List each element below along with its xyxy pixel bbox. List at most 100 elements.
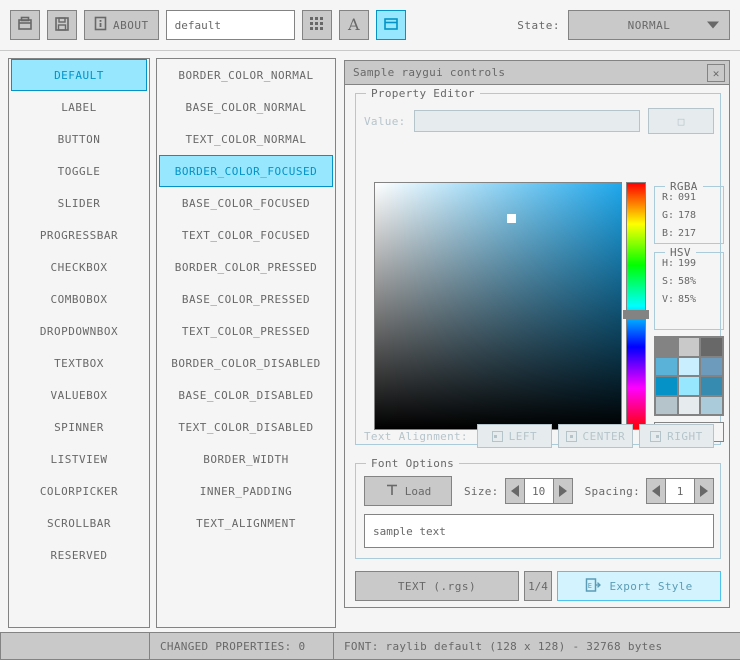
load-font-label: Load <box>404 484 432 498</box>
load-font-button[interactable]: Load <box>364 476 452 506</box>
export-format-dropdown[interactable]: TEXT (.rgs) <box>355 571 519 601</box>
rgba-key-g: G: <box>662 209 675 221</box>
control-item-label[interactable]: LABEL <box>11 91 147 123</box>
control-item-default[interactable]: DEFAULT <box>11 59 147 91</box>
color-swatch-6[interactable] <box>656 377 677 395</box>
font-size-increment-button[interactable] <box>552 478 573 504</box>
color-swatch-2[interactable] <box>701 338 722 356</box>
property-item-border-color-focused[interactable]: BORDER_COLOR_FOCUSED <box>159 155 333 187</box>
window-view-button[interactable] <box>375 10 406 40</box>
property-editor-group: Property Editor Value: □ RGBA R: 091 G: … <box>355 87 724 448</box>
export-icon: E <box>585 577 602 596</box>
property-item-text-color-normal[interactable]: TEXT_COLOR_NORMAL <box>159 123 333 155</box>
export-style-button[interactable]: E Export Style <box>557 571 721 601</box>
control-item-dropdownbox[interactable]: DROPDOWNBOX <box>11 315 147 347</box>
control-item-checkbox[interactable]: CHECKBOX <box>11 251 147 283</box>
color-swatch-grid[interactable] <box>654 336 724 416</box>
control-item-reserved[interactable]: RESERVED <box>11 539 147 571</box>
control-item-listview[interactable]: LISTVIEW <box>11 443 147 475</box>
font-spacing-value[interactable]: 1 <box>666 478 694 504</box>
control-item-colorpicker[interactable]: COLORPICKER <box>11 475 147 507</box>
font-spacing-decrement-button[interactable] <box>646 478 666 504</box>
text-alignment-row: Text Alignment: LEFT CENTER RIGHT <box>364 424 714 448</box>
property-item-text-alignment[interactable]: TEXT_ALIGNMENT <box>159 507 333 539</box>
value-input[interactable] <box>413 110 640 132</box>
color-swatch-11[interactable] <box>701 396 722 414</box>
property-item-base-color-focused[interactable]: BASE_COLOR_FOCUSED <box>159 187 333 219</box>
style-name-input[interactable]: default <box>165 10 295 40</box>
about-button[interactable]: ABOUT <box>84 10 159 40</box>
properties-listview[interactable]: BORDER_COLOR_NORMAL BASE_COLOR_NORMAL TEXT… <box>156 58 336 628</box>
property-item-border-color-disabled[interactable]: BORDER_COLOR_DISABLED <box>159 347 333 379</box>
hsv-group: HSV H: 199 S: 58% V: 85% <box>654 246 724 330</box>
align-right-button[interactable]: RIGHT <box>638 424 714 448</box>
value-apply-button[interactable]: □ <box>648 108 714 134</box>
color-swatch-9[interactable] <box>656 396 677 414</box>
font-spacing-spinner[interactable]: 1 <box>646 478 714 504</box>
list-item-label: TEXT_COLOR_DISABLED <box>178 420 314 434</box>
list-item-label: LISTVIEW <box>50 452 108 466</box>
color-swatch-3[interactable] <box>656 357 677 375</box>
rgba-row-g: G: 178 <box>655 207 723 223</box>
grid-view-button[interactable] <box>301 10 332 40</box>
grid-icon <box>309 16 324 34</box>
color-picker-cursor[interactable] <box>507 213 517 223</box>
color-swatch-7[interactable] <box>678 377 700 395</box>
rgba-value-r: 091 <box>678 191 697 203</box>
window-titlebar[interactable]: Sample raygui controls ✕ <box>345 61 729 85</box>
align-center-button[interactable]: CENTER <box>557 424 633 448</box>
sample-controls-window: Sample raygui controls ✕ Property Editor… <box>344 60 730 608</box>
align-left-button[interactable]: LEFT <box>476 424 552 448</box>
align-right-icon <box>650 430 662 442</box>
close-icon[interactable]: ✕ <box>707 64 725 82</box>
rgba-row-r: R: 091 <box>655 189 723 205</box>
property-item-border-color-normal[interactable]: BORDER_COLOR_NORMAL <box>159 59 333 91</box>
control-item-spinner[interactable]: SPINNER <box>11 411 147 443</box>
list-item-label: BORDER_COLOR_FOCUSED <box>174 164 318 178</box>
font-size-spinner[interactable]: 10 <box>504 478 573 504</box>
color-swatch-5[interactable] <box>701 357 722 375</box>
open-style-button[interactable] <box>10 10 40 40</box>
control-item-scrollbar[interactable]: SCROLLBAR <box>11 507 147 539</box>
property-item-inner-padding[interactable]: INNER_PADDING <box>159 475 333 507</box>
list-item-label: SCROLLBAR <box>46 516 112 530</box>
font-size-value[interactable]: 10 <box>524 478 553 504</box>
color-picker-hue-bar[interactable] <box>623 182 649 430</box>
property-item-text-color-disabled[interactable]: TEXT_COLOR_DISABLED <box>159 411 333 443</box>
color-swatch-8[interactable] <box>701 377 722 395</box>
controls-listview[interactable]: DEFAULT LABEL BUTTON TOGGLE SLIDER PROGRESSBA… <box>8 58 150 628</box>
state-dropdown[interactable]: NORMAL <box>568 10 730 40</box>
control-item-toggle[interactable]: TOGGLE <box>11 155 147 187</box>
control-item-combobox[interactable]: COMBOBOX <box>11 283 147 315</box>
color-swatch-4[interactable] <box>678 357 700 375</box>
color-picker-sv-area[interactable] <box>374 182 622 430</box>
control-item-slider[interactable]: SLIDER <box>11 187 147 219</box>
control-item-textbox[interactable]: TEXTBOX <box>11 347 147 379</box>
font-size-decrement-button[interactable] <box>504 478 525 504</box>
control-item-valuebox[interactable]: VALUEBOX <box>11 379 147 411</box>
sample-text-input[interactable]: sample text <box>364 514 714 548</box>
color-swatch-0[interactable] <box>656 338 677 356</box>
color-swatch-1[interactable] <box>678 338 700 356</box>
rgba-group: RGBA R: 091 G: 178 B: 217 <box>654 180 724 244</box>
property-item-border-width[interactable]: BORDER_WIDTH <box>159 443 333 475</box>
style-name-value: default <box>174 18 221 32</box>
triangle-left-icon <box>652 485 660 497</box>
color-swatch-10[interactable] <box>678 396 700 414</box>
save-style-button[interactable] <box>47 10 77 40</box>
property-item-base-color-disabled[interactable]: BASE_COLOR_DISABLED <box>159 379 333 411</box>
sample-text-value: sample text <box>373 524 446 538</box>
property-item-base-color-pressed[interactable]: BASE_COLOR_PRESSED <box>159 283 333 315</box>
font-view-button[interactable]: A <box>338 10 369 40</box>
hue-selector-handle[interactable] <box>623 310 649 320</box>
property-item-text-color-pressed[interactable]: TEXT_COLOR_PRESSED <box>159 315 333 347</box>
control-item-button[interactable]: BUTTON <box>11 123 147 155</box>
align-center-icon <box>565 430 577 442</box>
hsv-row-s: S: 58% <box>655 273 723 289</box>
property-item-base-color-normal[interactable]: BASE_COLOR_NORMAL <box>159 91 333 123</box>
align-left-label: LEFT <box>508 429 538 443</box>
property-item-border-color-pressed[interactable]: BORDER_COLOR_PRESSED <box>159 251 333 283</box>
control-item-progressbar[interactable]: PROGRESSBAR <box>11 219 147 251</box>
font-spacing-increment-button[interactable] <box>694 478 714 504</box>
property-item-text-color-focused[interactable]: TEXT_COLOR_FOCUSED <box>159 219 333 251</box>
